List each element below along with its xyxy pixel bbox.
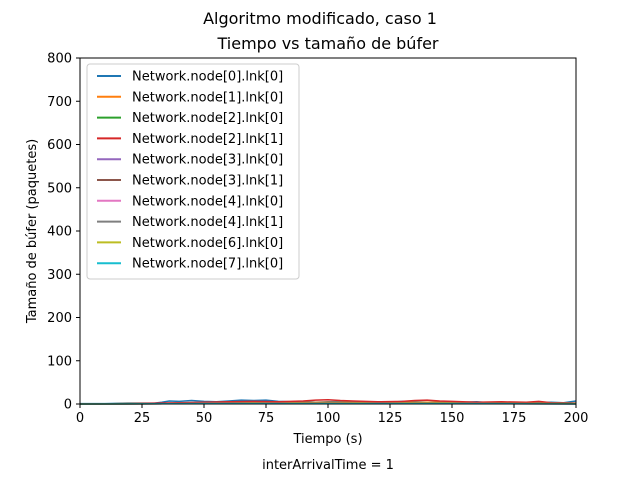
series-line-3 [79,398,577,405]
legend-label-7: Network.node[4].lnk[1] [132,215,283,230]
legend-label-8: Network.node[6].lnk[0] [132,236,283,251]
legend-label-6: Network.node[4].lnk[0] [132,194,283,209]
x-axis-ticks: 0 25 50 75 100 125 150 175 200 [76,404,589,426]
legend-label-4: Network.node[3].lnk[0] [132,153,283,168]
footnote: interArrivalTime = 1 [262,458,394,473]
x-tick-label-5: 125 [378,411,403,426]
x-axis-label: Tiempo (s) [292,432,362,447]
y-tick-label-8: 800 [47,52,72,67]
y-tick-label-1: 100 [47,354,72,369]
y-axis-ticks: 0 100 200 300 400 500 600 700 800 [47,52,80,413]
y-tick-label-3: 300 [47,268,72,283]
x-tick-label-6: 150 [440,411,465,426]
y-tick-label-4: 400 [47,225,72,240]
legend-label-2: Network.node[2].lnk[0] [132,111,283,126]
chart-title: Tiempo vs tamaño de búfer [217,34,439,53]
x-tick-label-2: 50 [196,411,213,426]
chart-suptitle: Algoritmo modificado, caso 1 [203,9,437,28]
x-tick-label-1: 25 [134,411,151,426]
legend-label-3: Network.node[2].lnk[1] [132,132,283,147]
y-tick-label-0: 0 [64,398,72,413]
x-tick-label-8: 200 [564,411,589,426]
plot-area [79,57,577,405]
x-tick-label-4: 100 [316,411,341,426]
y-tick-label-2: 200 [47,311,72,326]
x-tick-label-0: 0 [76,411,84,426]
legend: Network.node[0].lnk[0] Network.node[1].ln… [86,63,300,280]
legend-entries: Network.node[0].lnk[0] Network.node[1].ln… [97,70,283,272]
y-tick-label-5: 500 [47,181,72,196]
y-axis-label: Tamaño de búfer (paquetes) [25,139,40,324]
legend-label-1: Network.node[1].lnk[0] [132,90,283,105]
legend-frame [86,63,300,280]
legend-label-5: Network.node[3].lnk[1] [132,174,283,189]
legend-label-0: Network.node[0].lnk[0] [132,70,283,85]
y-tick-label-6: 600 [47,138,72,153]
x-tick-label-7: 175 [502,411,527,426]
y-tick-label-7: 700 [47,95,72,110]
legend-label-9: Network.node[7].lnk[0] [132,257,283,272]
x-tick-label-3: 75 [258,411,275,426]
